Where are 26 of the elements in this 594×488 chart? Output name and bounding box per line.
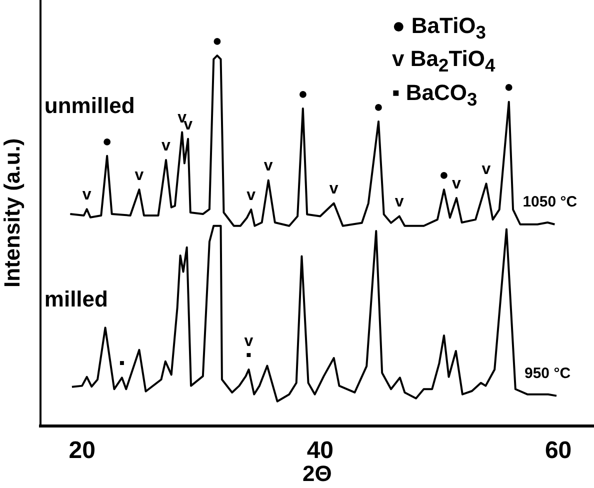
annotation: ● — [504, 79, 514, 96]
annotation: ● — [298, 86, 308, 103]
annotation: ● — [374, 98, 384, 116]
text: unmilled — [44, 93, 135, 118]
x-tick-label: 60 — [544, 436, 572, 464]
annotation: ▪ — [119, 355, 125, 372]
annotation: v — [452, 175, 462, 192]
annotation: ● — [439, 166, 449, 184]
annotation: ● — [102, 133, 112, 150]
annotation: v — [394, 194, 404, 211]
annotation: 1050 °C — [522, 194, 578, 211]
annotation: v — [482, 161, 491, 178]
annotation: v — [329, 180, 338, 198]
series-label: milled — [44, 286, 108, 312]
annotation: v — [264, 158, 273, 175]
y-axis-title: Intensity (a.u.) — [0, 138, 24, 288]
annotation: v — [82, 186, 92, 204]
annotation: v — [134, 166, 144, 184]
annotation: v — [246, 186, 256, 204]
annotation: ▪ BaCO$_{3}$ — [392, 78, 478, 112]
x-tick-label: 20 — [68, 436, 96, 464]
annotation: v Ba$_{2}$TiO$_{4}$ — [392, 45, 496, 78]
annotation: ● — [212, 32, 222, 50]
annotation: 950 °C — [524, 364, 571, 382]
text: ● BaTiO$_{3}$ — [392, 12, 487, 44]
annotation: v — [162, 137, 171, 154]
